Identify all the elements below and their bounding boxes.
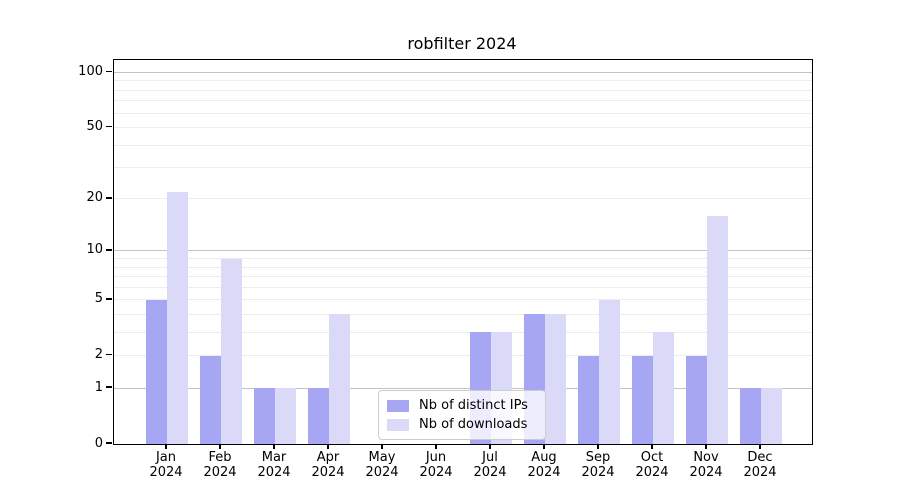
legend-label-downloads: Nb of downloads [419, 417, 528, 432]
major-gridline [114, 250, 812, 252]
bar-distinct-ips [632, 355, 653, 444]
legend-item-distinct-ips: Nb of distinct IPs [387, 396, 537, 415]
bar-distinct-ips [578, 355, 599, 444]
minor-gridline [114, 80, 812, 82]
x-tick-mark [219, 444, 221, 449]
x-tick-mark [435, 444, 437, 449]
chart-title: robfilter 2024 [407, 34, 517, 53]
x-tick-mark [327, 444, 329, 449]
x-tick-label: Sep 2024 [581, 450, 615, 480]
minor-gridline [114, 276, 812, 278]
minor-gridline [114, 100, 812, 102]
y-tick-mark [106, 386, 112, 388]
minor-gridline [114, 144, 812, 146]
bar-downloads [275, 388, 296, 444]
minor-gridline [114, 167, 812, 169]
y-tick-label: 20 [86, 190, 103, 206]
major-gridline [114, 71, 812, 73]
x-tick-mark [489, 444, 491, 449]
bar-downloads [761, 388, 782, 444]
legend-swatch-distinct-ips [387, 399, 409, 412]
y-tick-mark [106, 353, 112, 356]
major-gridline [114, 387, 812, 389]
x-tick-label: May 2024 [365, 450, 399, 480]
x-tick-label: Jul 2024 [473, 450, 507, 480]
bar-downloads [545, 314, 566, 444]
minor-gridline [114, 266, 812, 268]
x-tick-mark [543, 444, 545, 449]
x-tick-label: Jun 2024 [419, 450, 453, 480]
x-tick-label: Jan 2024 [149, 450, 183, 480]
minor-gridline [114, 331, 812, 333]
bar-distinct-ips [200, 355, 221, 444]
y-tick-mark [106, 125, 112, 128]
bar-downloads [329, 314, 350, 444]
minor-gridline [114, 89, 812, 91]
x-tick-label: Mar 2024 [257, 450, 291, 480]
y-tick-mark [106, 298, 112, 300]
bar-downloads [599, 299, 620, 444]
y-tick-mark [106, 70, 112, 73]
x-tick-label: Oct 2024 [635, 450, 669, 480]
bar-distinct-ips [740, 388, 761, 444]
bar-downloads [167, 191, 188, 444]
x-tick-mark [381, 444, 383, 449]
x-tick-label: Nov 2024 [689, 450, 723, 480]
minor-gridline [114, 198, 812, 200]
legend-label-distinct-ips: Nb of distinct IPs [419, 398, 528, 413]
minor-gridline [114, 355, 812, 357]
minor-gridline [114, 299, 812, 301]
x-tick-mark [597, 444, 599, 449]
legend-swatch-downloads [387, 418, 409, 431]
y-tick-mark [106, 249, 112, 251]
x-tick-mark [273, 444, 275, 449]
minor-gridline [114, 286, 812, 288]
minor-gridline [114, 258, 812, 260]
minor-gridline [114, 313, 812, 315]
x-tick-mark [759, 444, 761, 449]
y-tick-mark [106, 442, 112, 444]
bar-distinct-ips [308, 388, 329, 444]
minor-gridline [114, 127, 812, 128]
y-tick-mark [106, 197, 112, 199]
y-tick-label: 50 [86, 118, 103, 134]
y-tick-label: 5 [94, 291, 103, 307]
x-tick-mark [705, 444, 707, 449]
y-tick-label: 1 [94, 379, 103, 395]
y-tick-label: 2 [94, 347, 103, 363]
minor-gridline [114, 112, 812, 114]
x-tick-label: Feb 2024 [203, 450, 237, 480]
y-tick-label: 100 [78, 63, 103, 79]
x-tick-label: Apr 2024 [311, 450, 345, 480]
bar-distinct-ips [686, 355, 707, 444]
x-tick-label: Dec 2024 [743, 450, 777, 480]
x-tick-mark [651, 444, 653, 449]
bar-downloads [221, 258, 242, 444]
x-tick-label: Aug 2024 [527, 450, 561, 480]
bar-downloads [707, 215, 728, 444]
bar-downloads [653, 332, 674, 444]
legend-item-downloads: Nb of downloads [387, 415, 537, 434]
y-tick-label: 0 [94, 435, 103, 451]
y-tick-label: 10 [86, 242, 103, 258]
x-tick-mark [165, 444, 167, 449]
legend: Nb of distinct IPs Nb of downloads [378, 390, 546, 440]
bar-distinct-ips [254, 388, 275, 444]
bar-distinct-ips [146, 299, 167, 444]
plot-area [113, 59, 813, 445]
